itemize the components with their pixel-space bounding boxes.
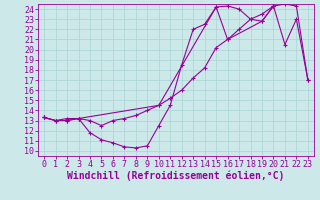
- X-axis label: Windchill (Refroidissement éolien,°C): Windchill (Refroidissement éolien,°C): [67, 171, 285, 181]
